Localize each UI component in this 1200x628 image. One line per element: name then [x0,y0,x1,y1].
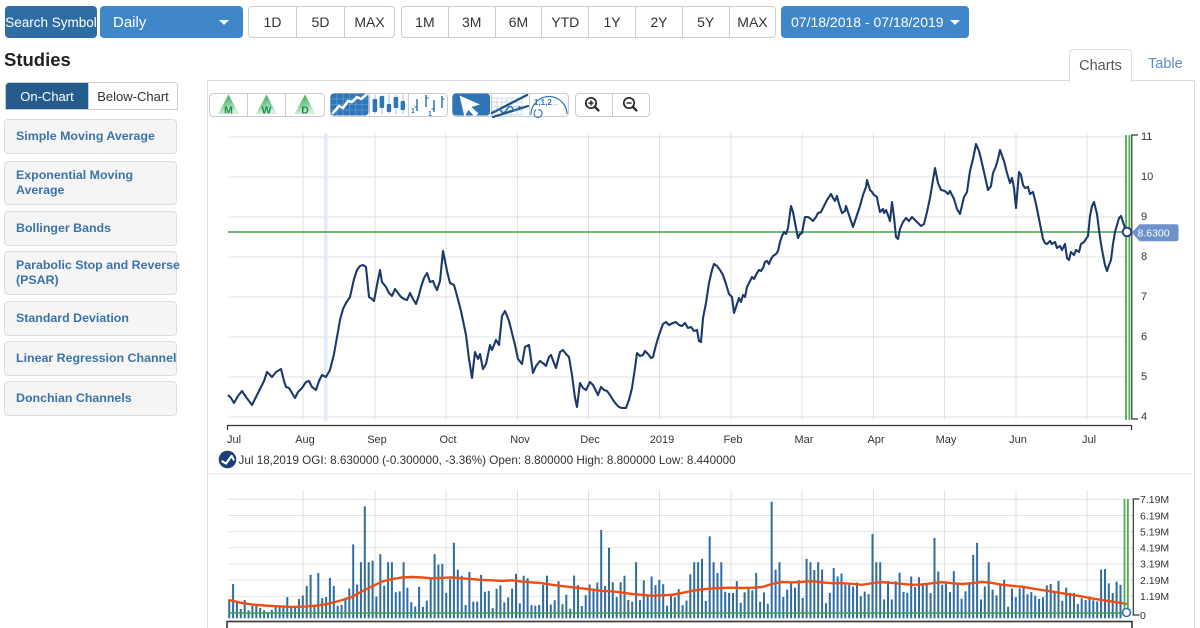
svg-text:,...: ,... [553,101,559,107]
svg-text:D: D [301,105,309,117]
svg-text:M: M [224,105,233,117]
svg-text:Mar: Mar [795,434,814,446]
svg-text:2019: 2019 [650,434,674,446]
svg-text:Feb: Feb [724,434,743,446]
svg-text:Aug: Aug [295,434,315,446]
svg-text:0: 0 [1140,610,1146,622]
svg-text:5: 5 [1141,371,1147,383]
svg-text:Jul 18,2019 OGI: 8.630000 (-0.: Jul 18,2019 OGI: 8.630000 (-0.300000, -3… [239,454,737,467]
svg-text:1: 1 [411,108,415,115]
svg-text:Sep: Sep [367,434,387,446]
svg-text:Jun: Jun [1009,434,1027,446]
svg-text:5.19M: 5.19M [1140,526,1169,538]
svg-text:Jul: Jul [227,434,241,446]
svg-text:W: W [262,105,272,117]
svg-text:Jul: Jul [1082,434,1096,446]
svg-text:3.19M: 3.19M [1140,559,1169,571]
svg-text:Oct: Oct [439,434,456,446]
svg-text:7.19M: 7.19M [1140,494,1169,506]
svg-text:2.19M: 2.19M [1140,575,1169,587]
svg-text:1,1,2: 1,1,2 [534,98,552,107]
svg-text:May: May [936,434,957,446]
svg-text:Nov: Nov [510,434,530,446]
svg-text:8.6300: 8.6300 [1138,227,1170,239]
svg-text:11: 11 [1141,131,1152,143]
svg-text:9: 9 [1141,211,1147,223]
svg-text:6: 6 [1141,331,1147,343]
svg-text:4.19M: 4.19M [1140,543,1169,555]
svg-text:Apr: Apr [867,434,884,446]
svg-text:8: 8 [1141,251,1147,263]
svg-text:10: 10 [1141,171,1153,183]
svg-text:6.19M: 6.19M [1140,510,1169,522]
svg-text:Dec: Dec [580,434,600,446]
svg-text:4: 4 [1141,411,1147,423]
svg-text:1: 1 [428,111,432,118]
svg-text:1.19M: 1.19M [1140,591,1169,603]
svg-text:7: 7 [1141,291,1147,303]
